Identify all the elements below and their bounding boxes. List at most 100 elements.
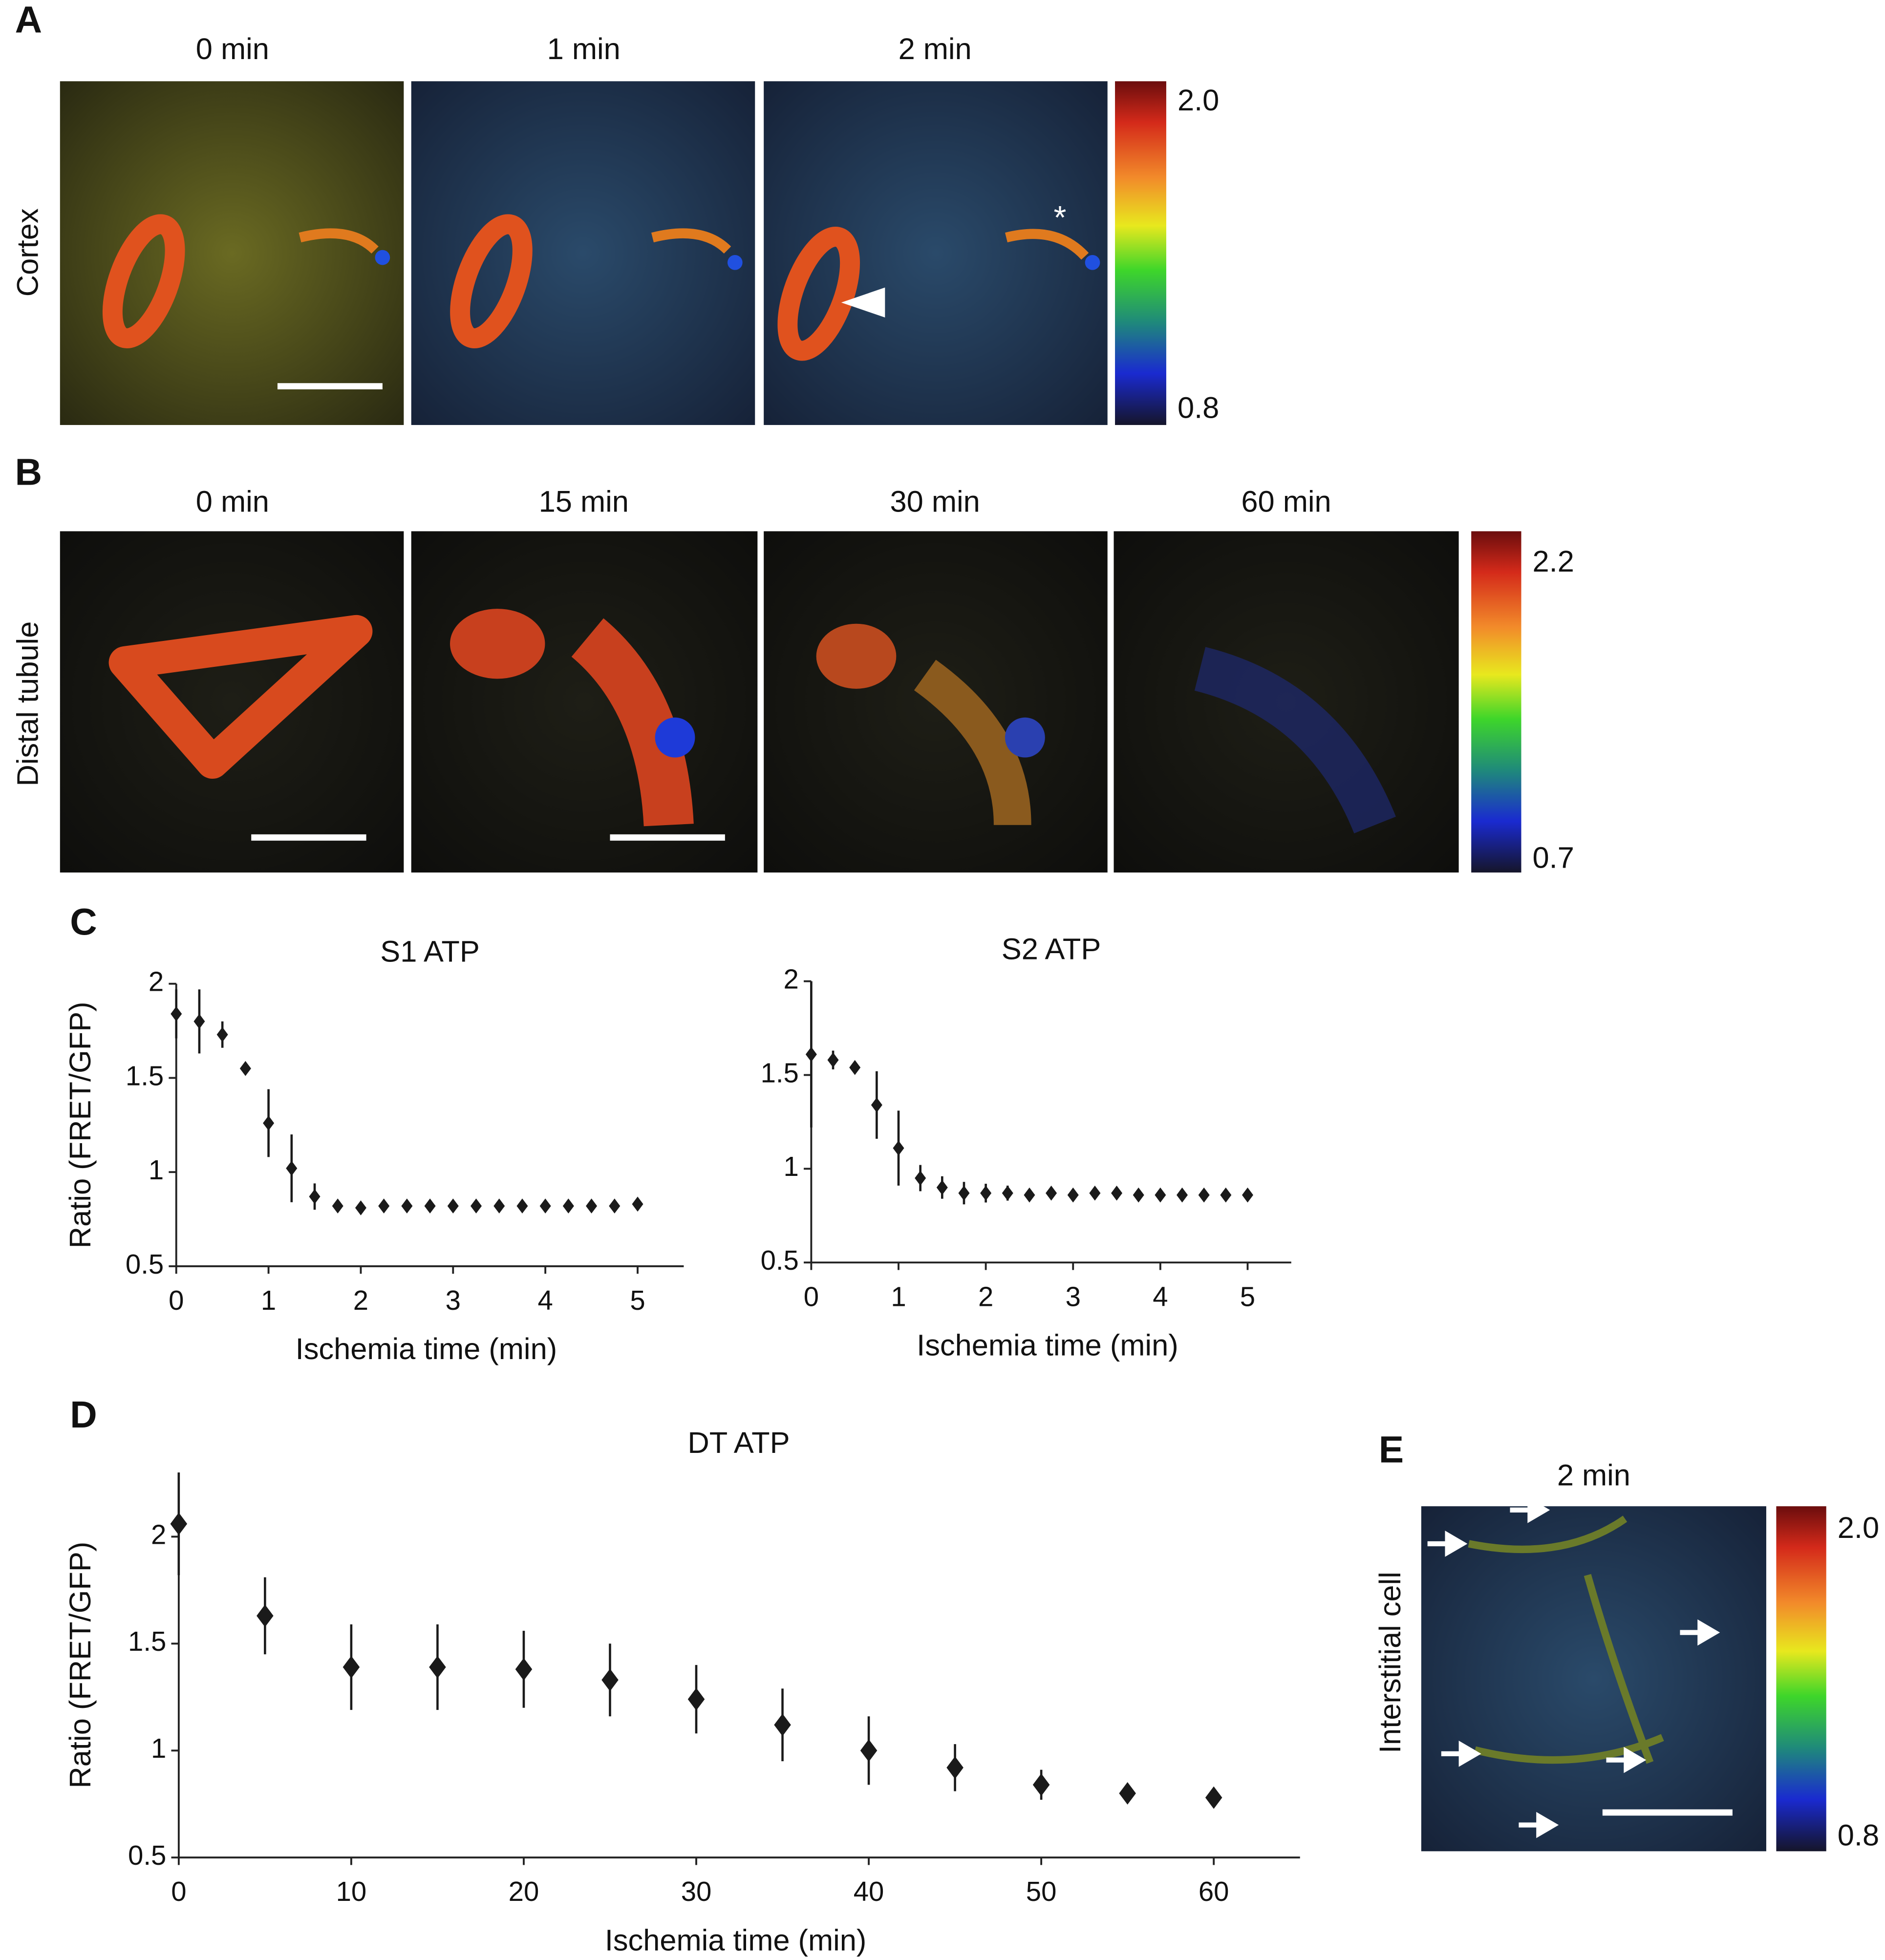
micrograph [764, 81, 1108, 425]
marker [429, 1656, 446, 1679]
marker [871, 1097, 882, 1113]
y-axis-label: Ratio (FRET/GFP) [64, 1001, 97, 1248]
y-tick-label: 0.5 [761, 1245, 799, 1276]
marker [470, 1198, 482, 1214]
marker [1024, 1187, 1035, 1203]
x-tick-label: 0 [804, 1281, 819, 1312]
image-time: 0 min [196, 485, 269, 518]
marker [1046, 1185, 1057, 1201]
colorbar-max: 2.0 [1838, 1511, 1879, 1545]
colorbar-max: 2.0 [1178, 84, 1219, 117]
marker [332, 1198, 343, 1214]
y-tick-label: 1 [783, 1151, 798, 1182]
marker [687, 1688, 705, 1711]
marker [601, 1668, 619, 1691]
colorbar-min: 0.8 [1178, 391, 1219, 425]
colorbar-min: 0.8 [1838, 1818, 1879, 1852]
marker [401, 1198, 413, 1214]
marker [378, 1198, 390, 1214]
chart-title: S2 ATP [1002, 932, 1101, 966]
image-time: 30 min [890, 485, 980, 518]
marker [1155, 1187, 1166, 1203]
marker [355, 1200, 366, 1215]
marker [805, 1046, 817, 1062]
x-tick-label: 0 [171, 1876, 186, 1907]
x-tick-label: 2 [353, 1285, 368, 1316]
y-tick-label: 0.5 [126, 1249, 164, 1279]
marker [827, 1052, 839, 1068]
marker [516, 1198, 528, 1214]
x-tick-label: 1 [261, 1285, 276, 1316]
image-time: 2 min [1557, 1459, 1630, 1492]
marker [1176, 1187, 1188, 1203]
marker [609, 1198, 621, 1214]
colorbar-max: 2.2 [1533, 545, 1574, 578]
y-tick-label: 1.5 [128, 1626, 166, 1657]
marker [239, 1061, 251, 1076]
marker [1067, 1187, 1079, 1203]
micrograph [411, 531, 758, 873]
x-axis-label: Ischemia time (min) [605, 1923, 867, 1957]
marker [562, 1198, 574, 1214]
x-tick-label: 10 [336, 1876, 367, 1907]
x-tick-label: 3 [1066, 1281, 1081, 1312]
marker [849, 1060, 861, 1075]
marker [515, 1658, 533, 1681]
micrograph [1421, 1497, 1766, 1852]
marker [586, 1198, 598, 1214]
x-tick-label: 1 [891, 1281, 906, 1312]
marker [171, 1006, 182, 1022]
image-time: 0 min [196, 32, 269, 66]
marker [539, 1198, 551, 1214]
marker [774, 1713, 791, 1736]
y-axis-label: Ratio (FRET/GFP) [64, 1542, 97, 1789]
x-tick-label: 30 [681, 1876, 712, 1907]
colorbar [1471, 531, 1521, 873]
colorbar [1115, 81, 1166, 425]
x-tick-label: 50 [1026, 1876, 1057, 1907]
marker [263, 1115, 275, 1131]
row-label: Distal tubule [11, 621, 45, 787]
annotation: * [1054, 200, 1067, 236]
marker [216, 1027, 228, 1043]
marker [170, 1513, 188, 1535]
marker [1002, 1185, 1013, 1201]
x-tick-label: 5 [1240, 1281, 1255, 1312]
chart-title: DT ATP [687, 1426, 790, 1460]
marker [1032, 1773, 1050, 1796]
x-tick-label: 2 [978, 1281, 993, 1312]
panel-letter: E [1379, 1429, 1404, 1470]
marker [193, 1014, 205, 1029]
x-axis-label: Ischemia time (min) [917, 1328, 1178, 1362]
marker [447, 1198, 459, 1214]
micrograph [764, 531, 1108, 873]
image-time: 60 min [1241, 485, 1331, 518]
y-tick-label: 1.5 [126, 1060, 164, 1091]
y-tick-label: 2 [151, 1519, 166, 1550]
x-tick-label: 4 [537, 1285, 553, 1316]
x-tick-label: 3 [446, 1285, 461, 1316]
marker [632, 1196, 643, 1212]
y-tick-label: 1 [149, 1154, 164, 1185]
image-time: 2 min [899, 32, 972, 66]
row-label: Interstitial cell [1373, 1572, 1407, 1753]
marker [1111, 1185, 1123, 1201]
micrograph [60, 531, 404, 873]
panel-letter: A [15, 0, 42, 41]
marker [1242, 1187, 1253, 1203]
panel-letter: D [70, 1394, 97, 1436]
marker [980, 1185, 992, 1201]
y-tick-label: 1.5 [761, 1057, 799, 1088]
marker [1220, 1187, 1232, 1203]
panel-letter: B [15, 452, 42, 493]
marker [958, 1185, 970, 1201]
x-tick-label: 20 [509, 1876, 539, 1907]
marker [915, 1171, 926, 1186]
image-time: 1 min [547, 32, 621, 66]
panel-letter: C [70, 902, 97, 943]
marker [493, 1198, 505, 1214]
colorbar-min: 0.7 [1533, 841, 1574, 875]
x-axis-label: Ischemia time (min) [296, 1332, 557, 1366]
marker [343, 1656, 360, 1679]
